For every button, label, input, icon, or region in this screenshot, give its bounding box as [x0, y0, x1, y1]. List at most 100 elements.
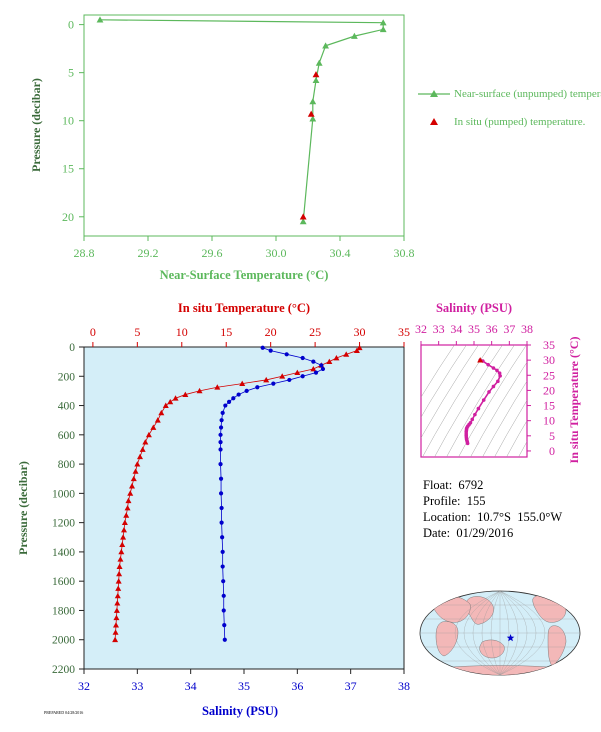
main-y-tick-label: 1400 [52, 547, 75, 559]
top-chart-plot-area [96, 16, 387, 225]
float-position-star [506, 633, 515, 642]
temperature-point [167, 398, 174, 405]
world-map-icon [419, 590, 581, 676]
pressure-profile-chart: 0 5 10 15 20 25 30 35 32 33 34 35 36 37 38 0 200 400 600… [16, 301, 410, 718]
map-land-australia [479, 639, 505, 659]
salinity-point [231, 396, 236, 401]
temperature-point [129, 483, 135, 489]
ts-frame [420, 344, 528, 458]
map-graticule [420, 591, 580, 675]
ts-point [487, 390, 491, 394]
top-x-tick-label: 29.6 [202, 246, 223, 260]
temperature-point [123, 512, 130, 518]
unpumped-temperature-point [299, 218, 307, 225]
salinity-point [221, 593, 226, 598]
temperature-point [263, 376, 270, 383]
salinity-point [218, 425, 224, 430]
salinity-point [284, 352, 289, 357]
main-sal-tick-label: 34 [185, 679, 197, 693]
temperature-point [120, 534, 127, 540]
legend-label-pumped: In situ (pumped) temperature. [454, 116, 586, 128]
ts-point [470, 417, 475, 422]
temperature-point [279, 373, 286, 379]
ts-point [497, 371, 502, 375]
main-chart-temperature-label: In situ Temperature (°C) [178, 301, 310, 315]
temperature-point [130, 475, 137, 482]
temperature-point [353, 347, 360, 354]
temperature-point [294, 369, 301, 376]
top-y-tick-label: 5 [68, 66, 74, 80]
unpumped-temperature-point [309, 115, 317, 122]
main-chart-pressure-axis: 0 200 400 600 800 1000 1200 1400 1600 1800 2000 220… [52, 342, 84, 676]
main-y-tick-label: 1800 [52, 605, 75, 617]
salinity-point [218, 461, 223, 467]
salinity-point [287, 377, 292, 383]
salinity-point [222, 637, 227, 642]
main-y-tick-label: 0 [69, 342, 75, 354]
temperature-point [158, 409, 165, 416]
temperature-point [112, 629, 119, 635]
temperature-point [137, 453, 143, 460]
top-y-tick-label: 10 [62, 114, 74, 128]
temperature-point [154, 417, 161, 423]
unpumped-temperature-point [309, 98, 317, 105]
salinity-point [220, 410, 225, 415]
ts-y-tick-label: 20 [543, 383, 555, 397]
float-id: Float: 6792 [423, 478, 484, 492]
density-contour [434, 345, 503, 457]
main-y-tick-label: 2000 [52, 635, 75, 647]
temperature-point [162, 402, 169, 408]
unpumped-temperature-point [379, 19, 387, 26]
density-contour [470, 361, 527, 457]
unpumped-temperature-point [351, 32, 358, 39]
salinity-point [226, 399, 232, 404]
main-sal-tick-label: 35 [238, 679, 250, 693]
ts-plot-area [464, 357, 502, 446]
ts-point [486, 362, 490, 367]
temperature-point [121, 526, 127, 533]
ts-point [491, 384, 496, 389]
salinity-point [311, 359, 316, 364]
main-y-tick-label: 600 [58, 430, 76, 442]
density-contour [421, 345, 479, 439]
temperature-point [150, 424, 157, 430]
temperature-point [142, 439, 149, 445]
main-sal-tick-label: 36 [291, 679, 303, 693]
temperature-point [356, 344, 363, 351]
temperature-point [112, 636, 119, 643]
temperature-point [121, 519, 128, 526]
top-chart-y-label: Pressure (decibar) [29, 78, 43, 172]
top-x-tick-label: 30.4 [330, 246, 351, 260]
temperature-point [116, 570, 123, 577]
unpumped-temperature-point [96, 16, 104, 23]
temperature-point [127, 490, 134, 496]
ts-x-tick-label: 38 [521, 322, 533, 336]
salinity-point [300, 355, 305, 361]
salinity-point [218, 432, 223, 437]
temperature-point [113, 622, 119, 628]
ts-y-tick-label: 10 [543, 414, 555, 428]
salinity-point [219, 505, 224, 511]
density-contour [422, 345, 491, 457]
temperature-point [125, 497, 132, 504]
ts-x-tick-label: 37 [503, 322, 515, 336]
top-x-tick-label: 29.2 [138, 246, 159, 260]
main-chart-frame [83, 346, 405, 670]
pumped-temperature-point [299, 213, 307, 220]
main-y-tick-label: 1600 [52, 576, 75, 588]
main-y-tick-label: 2200 [52, 664, 75, 676]
top-x-tick-label: 30.0 [266, 246, 287, 260]
legend-marker-pumped [430, 118, 438, 125]
ts-x-tick-label: 34 [450, 322, 462, 336]
top-chart-x-label: Near-Surface Temperature (°C) [160, 268, 329, 282]
ts-x-tick-label: 33 [433, 322, 445, 336]
main-sal-tick-label: 38 [398, 679, 410, 693]
salinity-point [220, 535, 225, 540]
density-contour [482, 380, 527, 457]
salinity-point [222, 622, 227, 628]
temperature-point [114, 600, 121, 606]
main-sal-tick-label: 32 [78, 679, 90, 693]
salinity-point [220, 549, 225, 555]
unpumped-temperature-point [315, 59, 323, 66]
ts-point [495, 368, 499, 373]
